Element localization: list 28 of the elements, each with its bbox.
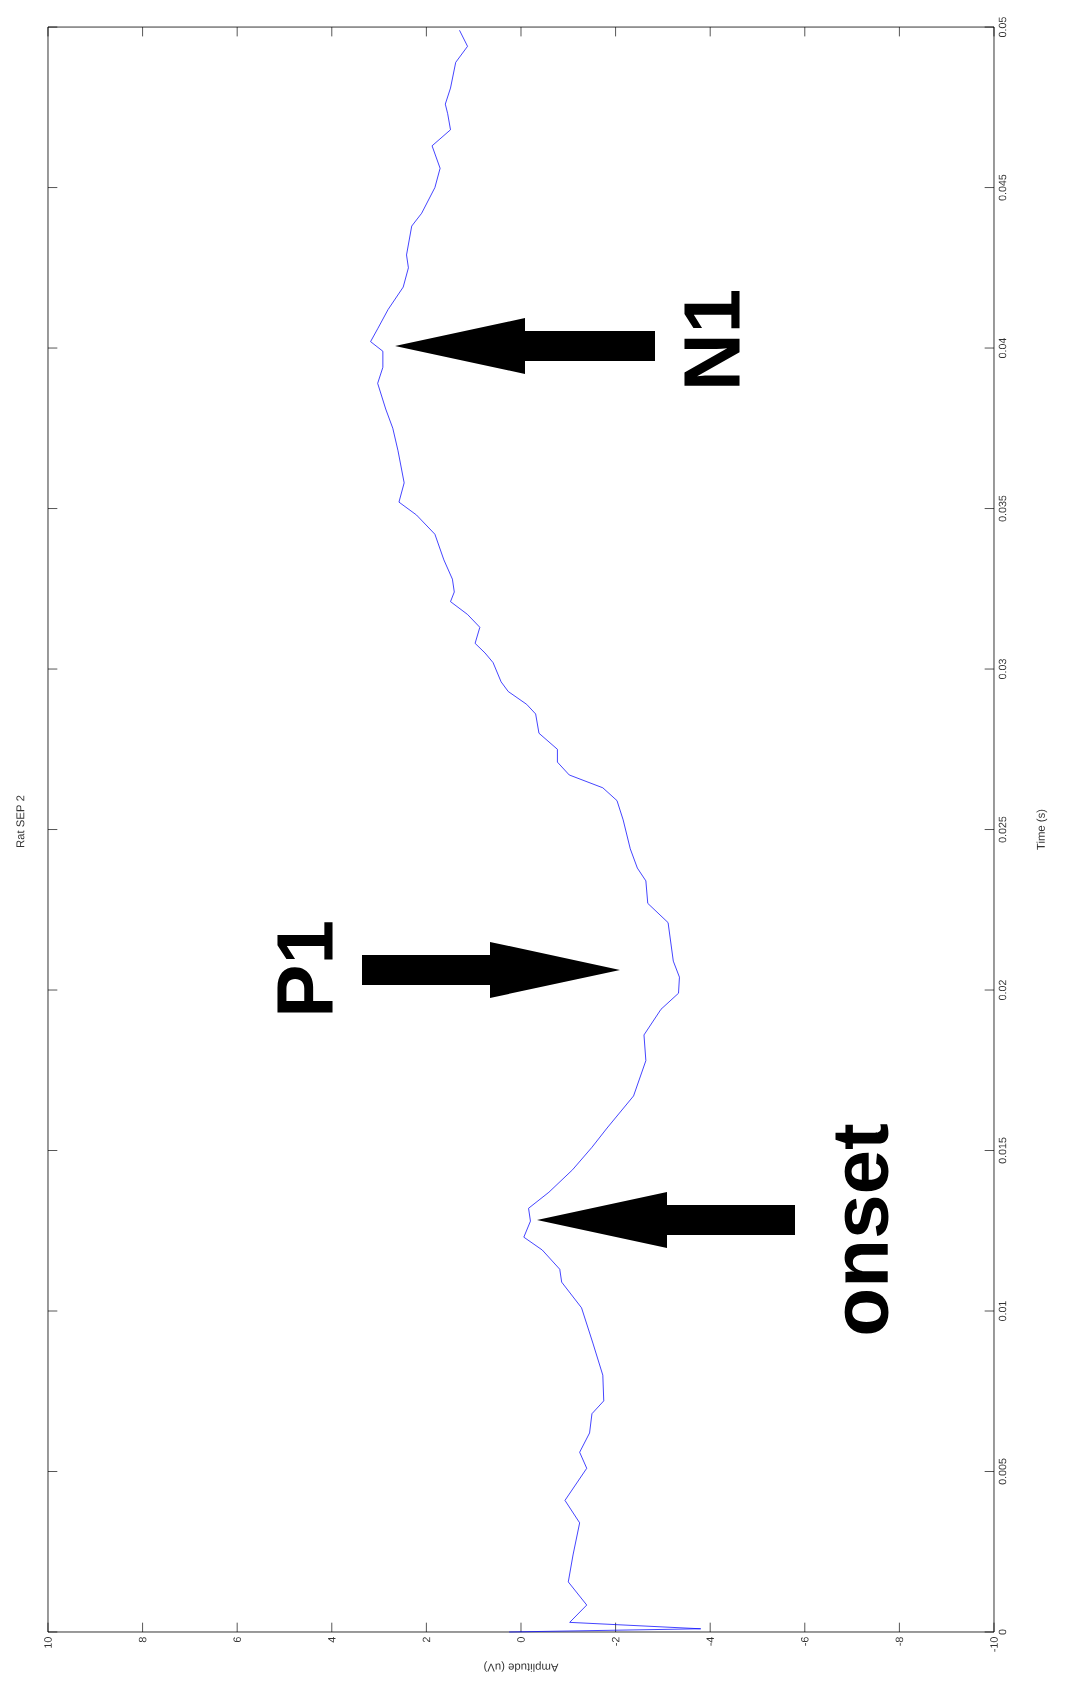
- x-axis-title: Amplitude (uV): [484, 1661, 559, 1672]
- x-tick-label: -10: [990, 1637, 998, 1652]
- y-tick-label: 0.01: [998, 1301, 1007, 1321]
- x-tick-label: -4: [706, 1637, 714, 1646]
- y-tick-label: 0.04: [998, 337, 1007, 359]
- annotation: onset: [835, 1124, 889, 1334]
- y-tick-label: 0.045: [998, 174, 1007, 201]
- y-tick-label: 0.05: [998, 17, 1007, 38]
- x-tick-label: 0: [517, 1637, 525, 1643]
- y-tick-label: 0.03: [998, 659, 1007, 679]
- x-tick-label: 2: [422, 1637, 431, 1643]
- y-axis-title: Time (s): [1036, 809, 1048, 850]
- y-tick-label: 0.025: [998, 816, 1007, 843]
- x-tick-label: -2: [611, 1637, 620, 1646]
- annotation: P1: [277, 922, 333, 1013]
- y-tick-label: 0: [998, 1629, 1007, 1635]
- x-tick-label: -8: [895, 1637, 904, 1646]
- x-tick-label: 4: [328, 1637, 336, 1643]
- y-tick-label: 0.005: [998, 1458, 1007, 1485]
- annotation: N1: [684, 291, 740, 386]
- x-tick-label: 8: [138, 1637, 147, 1643]
- x-tick-label: 6: [233, 1637, 241, 1643]
- y-tick-label: 0.035: [998, 495, 1007, 522]
- y-tick-label: 0.015: [998, 1137, 1007, 1164]
- y-tick-label: 0.02: [998, 980, 1007, 1000]
- x-tick-label: -6: [801, 1637, 809, 1646]
- x-tick-label: 10: [44, 1637, 52, 1648]
- text: Rat SEP 2: [16, 795, 25, 848]
